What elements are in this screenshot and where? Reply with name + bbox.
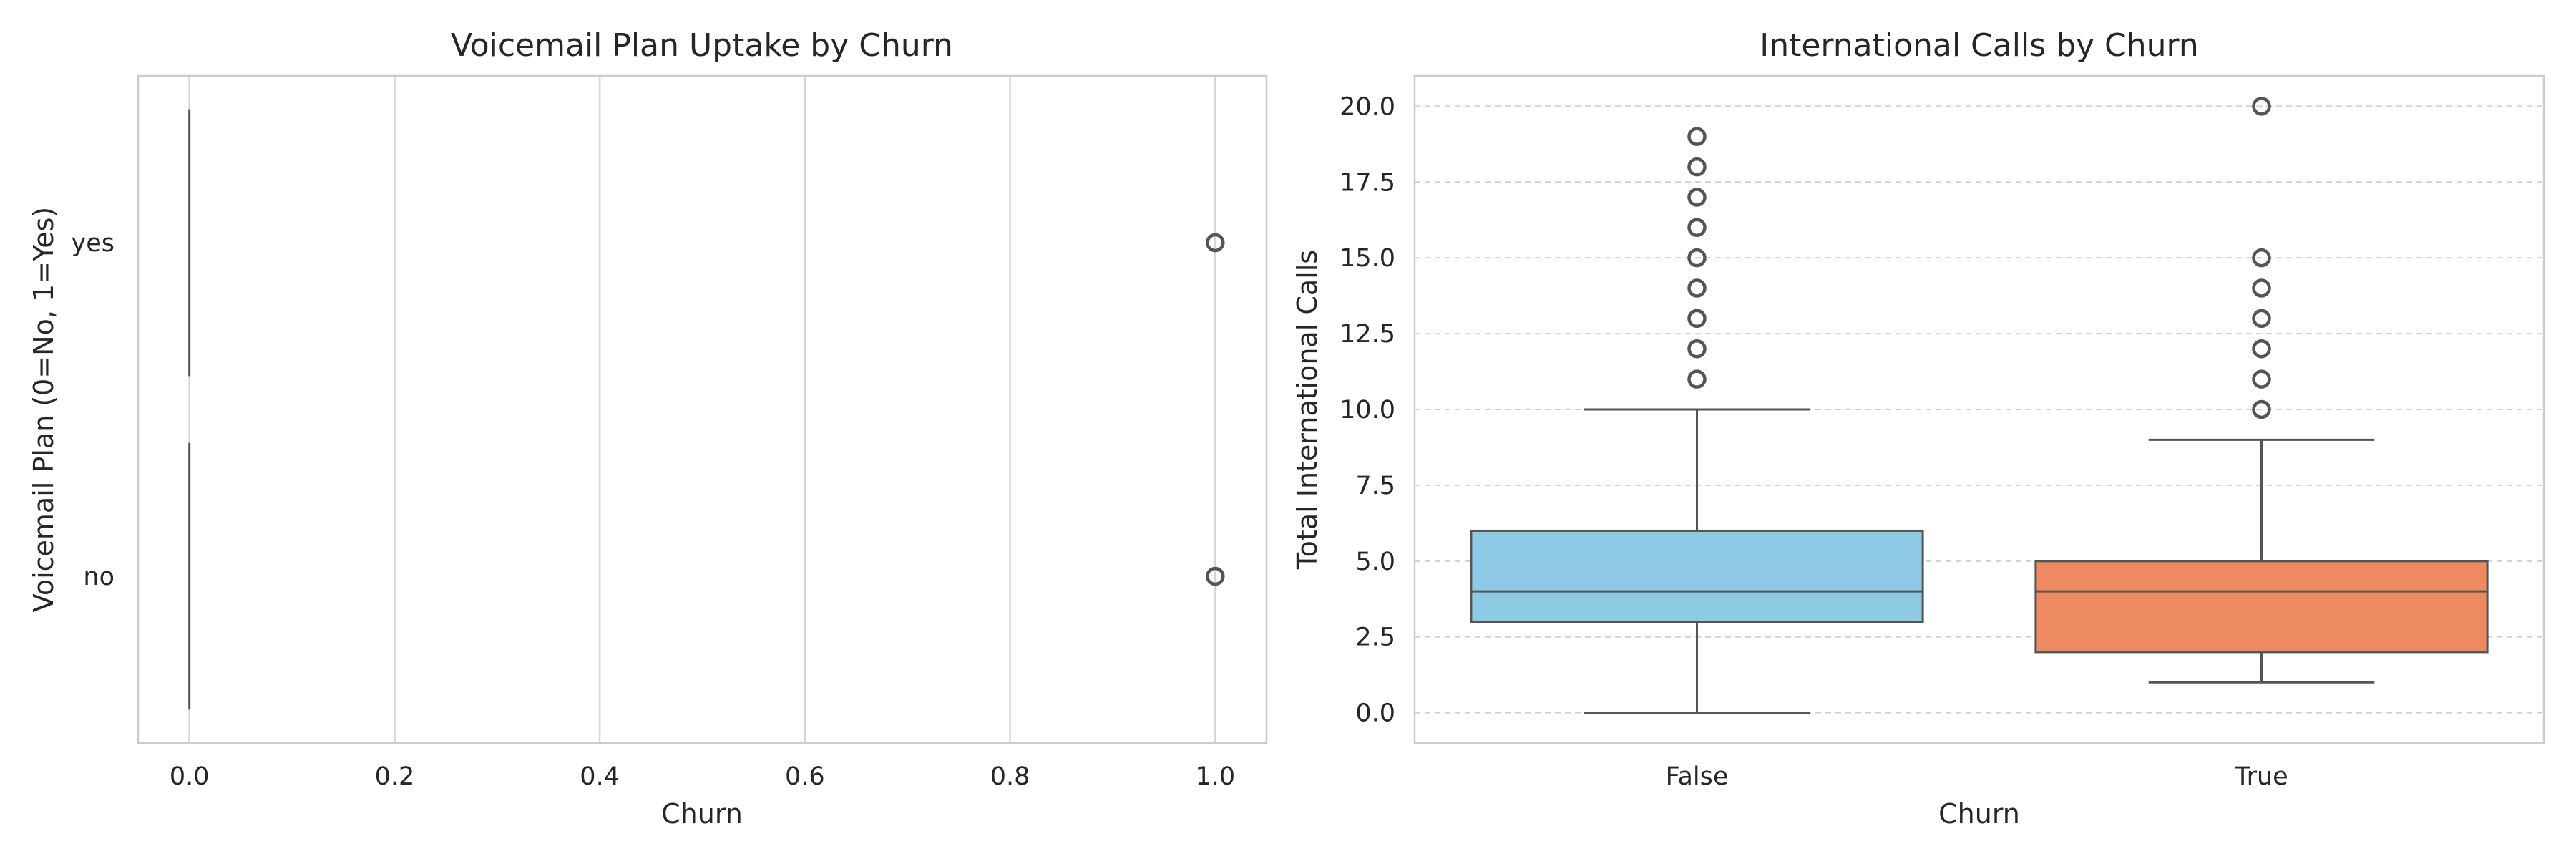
left-frame	[137, 74, 1268, 744]
right-box-iqr	[2034, 560, 2489, 654]
right-y-label: Total International Calls	[1292, 250, 1323, 570]
right-outlier	[1687, 188, 1707, 207]
right-marks	[1470, 97, 2489, 714]
right-outlier	[1687, 369, 1707, 389]
right-y-tick-label: 0.0	[1355, 699, 1395, 728]
left-x-ticks: 0.0 0.2 0.4 0.6 0.8 1.0	[170, 762, 1235, 791]
right-outlier	[2252, 369, 2271, 389]
left-x-tick-label: 0.2	[375, 762, 415, 791]
right-grid	[1415, 105, 2544, 714]
right-outlier	[1687, 309, 1707, 329]
right-y-tick-label: 5.0	[1355, 548, 1395, 576]
right-outlier	[2252, 278, 2271, 298]
right-box-iqr	[1470, 529, 1924, 623]
right-x-tick-label: True	[2234, 762, 2288, 791]
right-y-tick-label: 12.5	[1340, 320, 1395, 349]
right-outlier	[1687, 339, 1707, 359]
left-x-tick-label: 1.0	[1195, 762, 1235, 791]
right-outlier	[1687, 248, 1707, 268]
left-grid	[188, 76, 1216, 743]
left-outlier	[1206, 233, 1225, 253]
right-y-tick-label: 15.0	[1340, 244, 1395, 273]
right-box-True	[2034, 97, 2489, 684]
right-y-tick-label: 2.5	[1355, 623, 1395, 652]
left-box-no	[188, 442, 1225, 710]
left-outlier	[1206, 566, 1225, 586]
right-outlier	[2252, 309, 2271, 329]
left-marks	[188, 109, 1225, 710]
right-title: International Calls by Churn	[1760, 27, 2199, 64]
right-outlier	[1687, 218, 1707, 238]
right-outlier	[2252, 339, 2271, 359]
right-box-False	[1470, 127, 1924, 714]
left-x-tick-label: 0.0	[170, 762, 210, 791]
left-x-tick-label: 0.6	[785, 762, 825, 791]
right-y-tick-label: 10.0	[1340, 396, 1395, 424]
right-y-tick-label: 7.5	[1355, 472, 1395, 500]
left-x-tick-label: 0.8	[990, 762, 1030, 791]
right-outlier	[1687, 157, 1707, 177]
right-outlier	[2252, 248, 2271, 268]
right-y-ticks: 0.0 2.5 5.0 7.5 10.0 12.5 15.0 17.5 20.0	[1340, 92, 1395, 727]
right-x-ticks: False True	[1666, 762, 2288, 791]
right-y-tick-label: 17.5	[1340, 168, 1395, 197]
left-panel: 0.0 0.2 0.4 0.6 0.8 1.0 yes no Voicemail Plan …	[28, 27, 1268, 830]
right-outlier	[1687, 278, 1707, 298]
left-x-label: Churn	[661, 798, 743, 830]
right-frame	[1413, 74, 2545, 744]
right-x-tick-label: False	[1666, 762, 1729, 791]
left-x-tick-label: 0.4	[580, 762, 620, 791]
right-panel: False True 0.0 2.5 5.0 7.5 10.0 12.5 15.0 17.5 20…	[1292, 27, 2545, 830]
left-title: Voicemail Plan Uptake by Churn	[451, 27, 953, 64]
right-x-label: Churn	[1938, 798, 2020, 830]
left-y-tick-label: yes	[72, 229, 114, 258]
left-box-yes	[188, 109, 1225, 377]
left-y-label: Voicemail Plan (0=No, 1=Yes)	[28, 207, 59, 612]
left-y-tick-label: no	[83, 563, 114, 591]
right-outlier	[1687, 127, 1707, 146]
right-outlier	[2252, 97, 2271, 116]
right-outlier	[2252, 399, 2271, 419]
right-y-tick-label: 20.0	[1340, 92, 1395, 121]
left-y-ticks: yes no	[72, 229, 114, 591]
